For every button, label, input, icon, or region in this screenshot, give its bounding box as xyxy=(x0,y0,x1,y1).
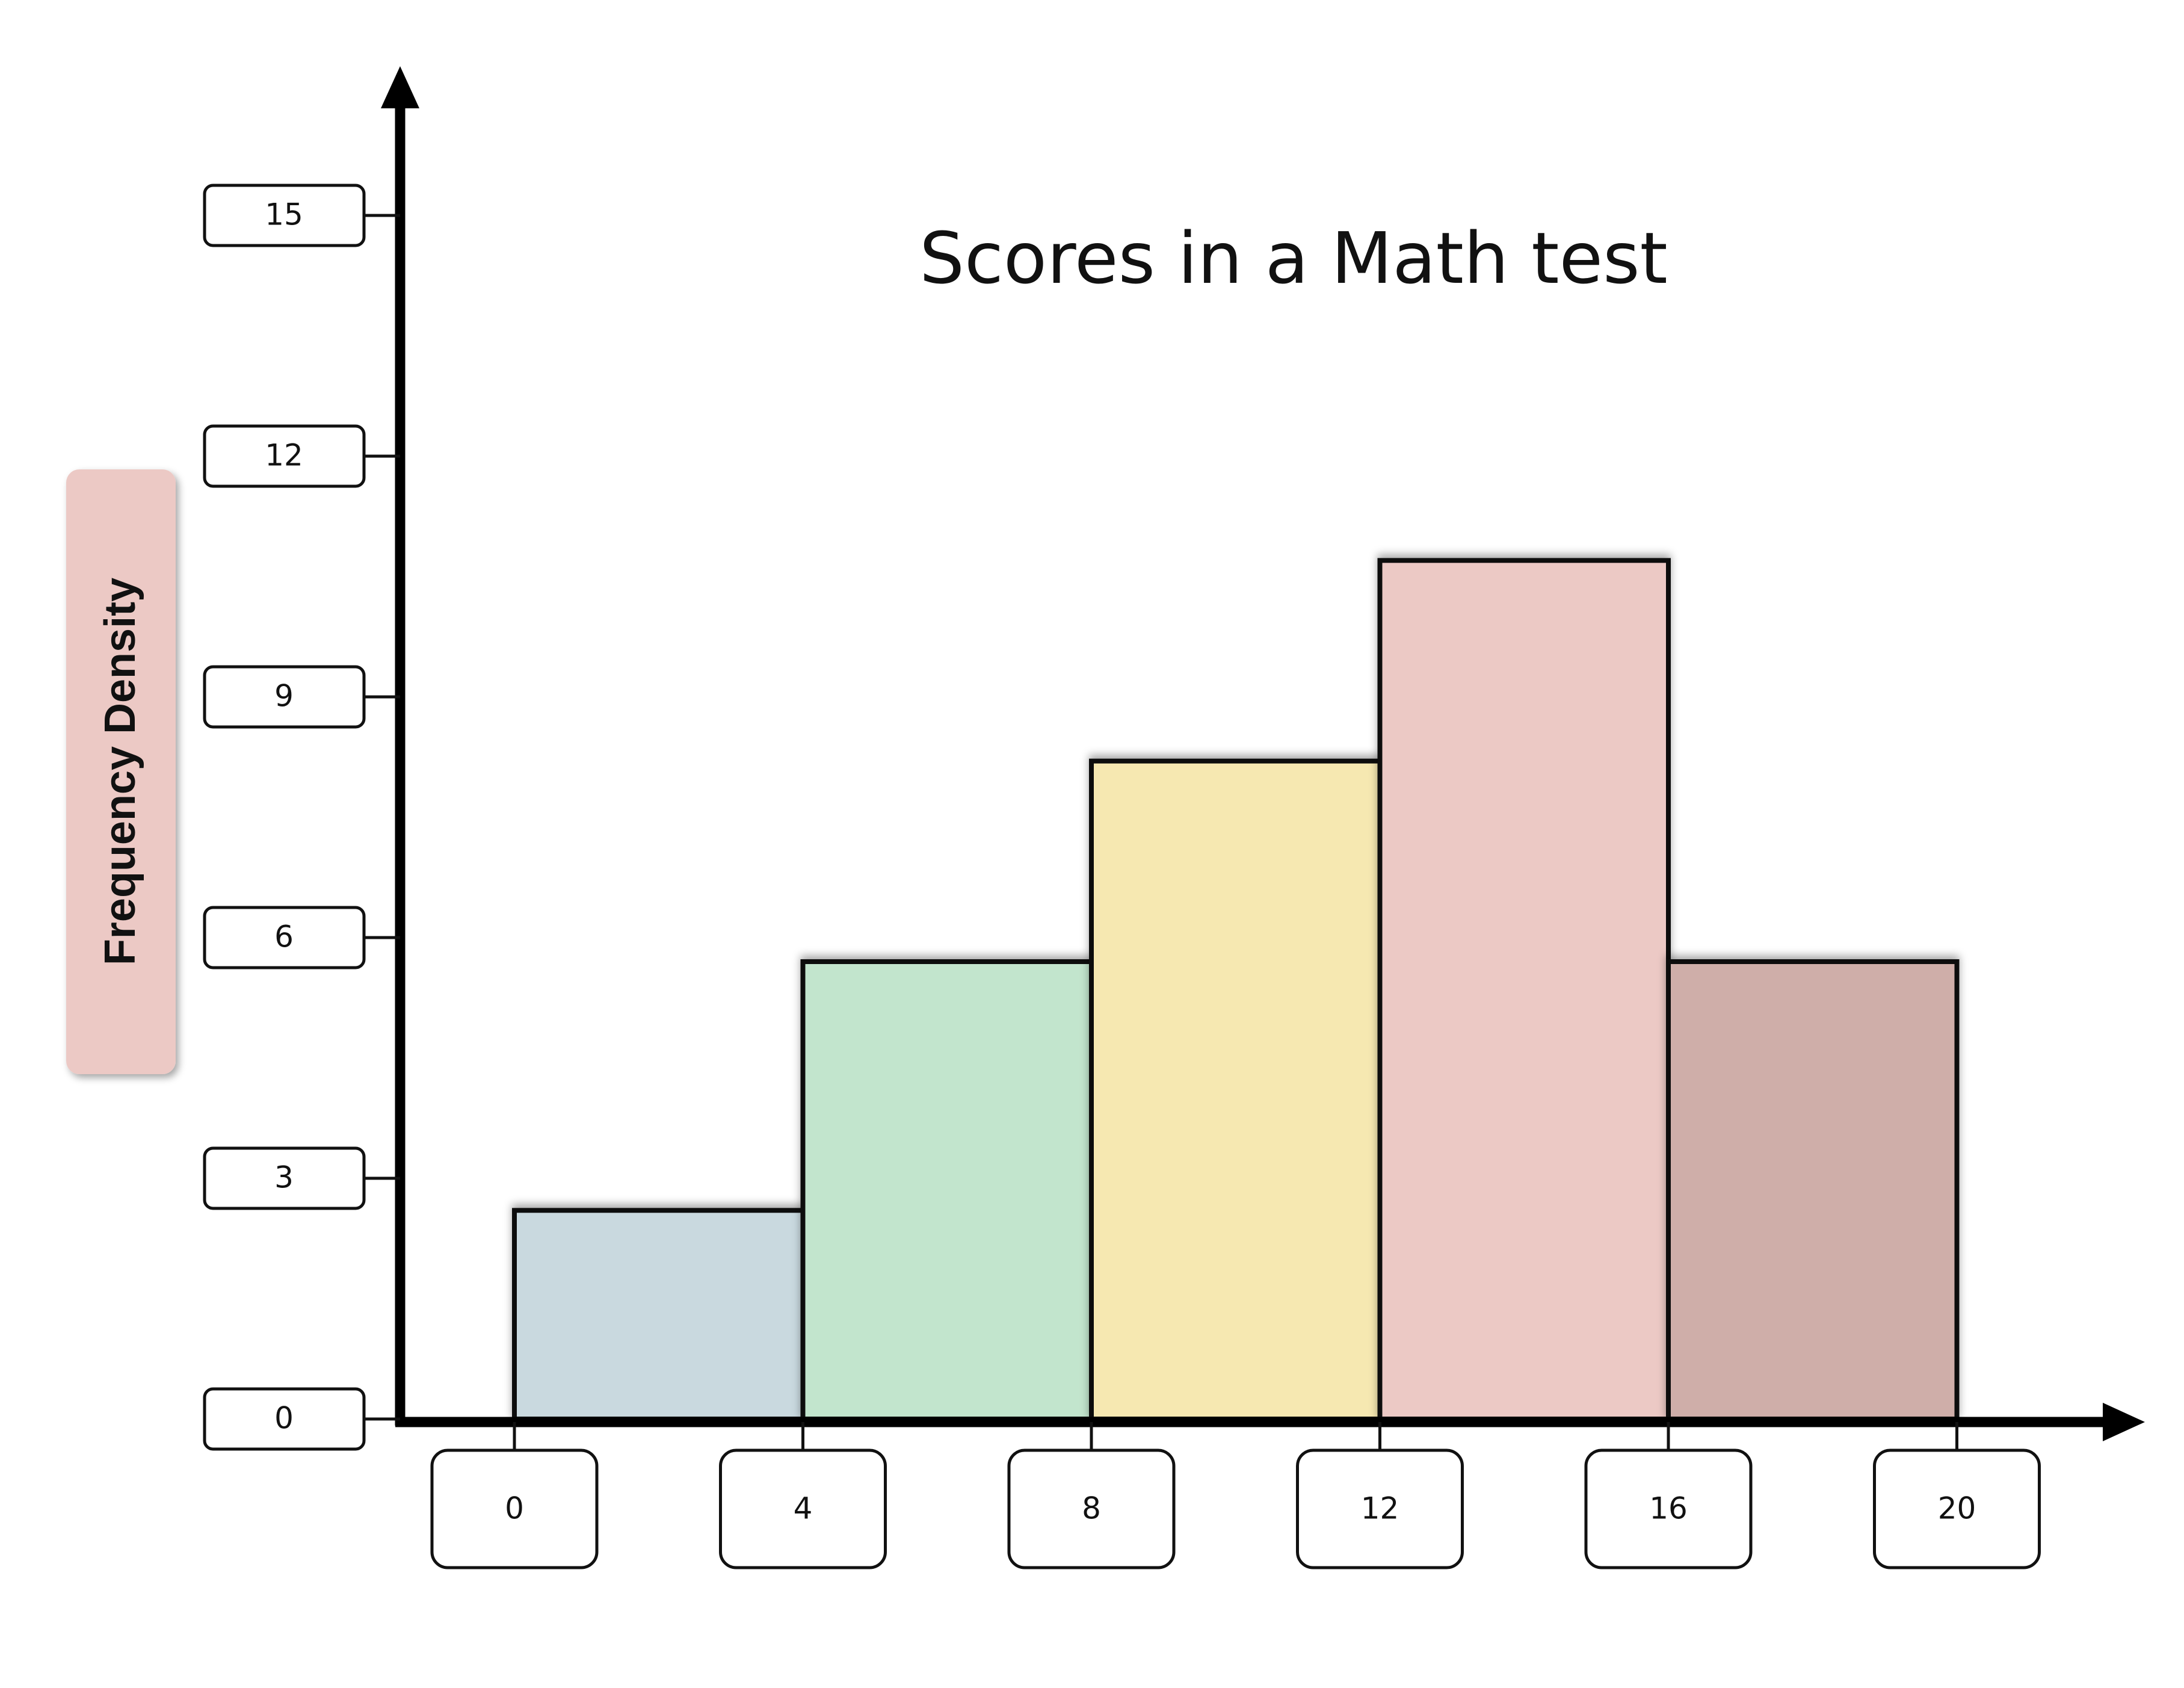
y-tick-box xyxy=(203,184,366,247)
x-tick-label: 8 xyxy=(1082,1491,1101,1526)
y-tick-label: 6 xyxy=(274,920,294,954)
x-tick-box xyxy=(1007,1448,1176,1569)
y-axis-label-background xyxy=(66,469,176,1074)
histogram-bar xyxy=(512,1208,806,1422)
y-tick-box xyxy=(203,1146,366,1210)
x-tick-label: 0 xyxy=(505,1491,524,1526)
x-axis-arrowhead xyxy=(2103,1403,2145,1441)
y-axis-label-group: Frequency Density xyxy=(66,469,176,1074)
y-axis-arrowhead xyxy=(381,66,419,108)
x-tick-label: 12 xyxy=(1361,1491,1399,1526)
histogram-bar xyxy=(1377,558,1671,1421)
histogram-bar xyxy=(1666,959,1960,1421)
x-tick-label: 4 xyxy=(794,1491,813,1526)
axes-group xyxy=(381,66,2145,1441)
histogram-bar xyxy=(1089,758,1383,1421)
x-tick-box xyxy=(1873,1448,2041,1569)
y-axis-label: Frequency Density xyxy=(96,578,144,965)
y-tick-box xyxy=(203,424,366,488)
y-tick-label: 3 xyxy=(274,1160,294,1195)
chart-title: Scores in a Math test xyxy=(919,217,1668,300)
y-tick-box xyxy=(203,1387,366,1451)
y-tick-box xyxy=(203,906,366,969)
y-ticks-group: 0 3 6 9 12 15 xyxy=(203,184,400,1451)
y-tick-box xyxy=(203,665,366,729)
x-tick-box xyxy=(1584,1448,1753,1569)
y-tick-label: 12 xyxy=(265,438,303,473)
y-tick-label: 0 xyxy=(274,1401,294,1436)
y-tick-label: 15 xyxy=(265,197,303,232)
y-tick-label: 9 xyxy=(274,679,294,714)
histogram-bar xyxy=(800,959,1094,1421)
x-tick-box xyxy=(1296,1448,1464,1569)
x-tick-label: 20 xyxy=(1938,1491,1976,1526)
bars-group xyxy=(512,558,1960,1422)
x-tick-box xyxy=(430,1448,599,1569)
x-tick-label: 16 xyxy=(1649,1491,1688,1526)
x-ticks-group: 0 4 8 12 16 20 xyxy=(430,1422,2041,1569)
x-tick-box xyxy=(719,1448,887,1569)
